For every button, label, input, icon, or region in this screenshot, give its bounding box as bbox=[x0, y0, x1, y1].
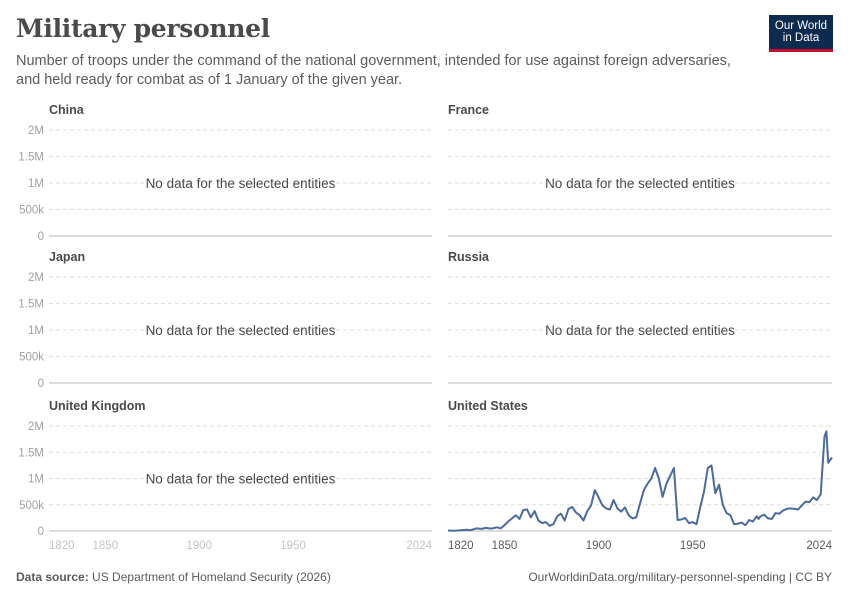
y-tick-label: 0 bbox=[38, 378, 44, 390]
chart-subtitle: Number of troops under the command of th… bbox=[16, 53, 731, 88]
y-tick-label: 1M bbox=[28, 178, 44, 190]
x-tick-label: 1950 bbox=[680, 540, 706, 552]
data-source-text: US Department of Homeland Security (2026… bbox=[92, 570, 331, 584]
no-data-message: No data for the selected entities bbox=[146, 472, 336, 487]
no-data-message: No data for the selected entities bbox=[146, 323, 336, 338]
x-tick-label: 2024 bbox=[406, 540, 432, 552]
y-tick-label: 2M bbox=[28, 272, 44, 284]
owid-logo[interactable]: Our World in Data bbox=[769, 15, 833, 52]
y-tick-label: 2M bbox=[28, 125, 44, 137]
x-tick-label: 1900 bbox=[586, 540, 612, 552]
panel-title-united-kingdom: United Kingdom bbox=[49, 399, 146, 413]
y-tick-label: 1M bbox=[28, 474, 44, 486]
y-tick-label: 2M bbox=[28, 421, 44, 433]
y-tick-label: 500k bbox=[19, 500, 44, 512]
y-tick-label: 1.5M bbox=[18, 299, 44, 311]
panel-title-russia: Russia bbox=[448, 250, 490, 264]
panel-title-china: China bbox=[49, 103, 85, 117]
chart-title: Military personnel bbox=[16, 14, 270, 43]
panel-title-france: France bbox=[448, 103, 489, 117]
no-data-message: No data for the selected entities bbox=[146, 176, 336, 191]
y-tick-label: 500k bbox=[19, 352, 44, 364]
logo-line-2: in Data bbox=[782, 32, 820, 44]
x-tick-label: 2024 bbox=[806, 540, 832, 552]
y-tick-label: 1.5M bbox=[18, 152, 44, 164]
y-tick-label: 1.5M bbox=[18, 447, 44, 459]
y-tick-label: 0 bbox=[38, 526, 44, 538]
x-tick-label: 1950 bbox=[280, 540, 306, 552]
x-tick-label: 1850 bbox=[93, 540, 119, 552]
x-tick-label: 1850 bbox=[492, 540, 518, 552]
y-tick-label: 0 bbox=[38, 231, 44, 243]
panel-title-japan: Japan bbox=[49, 250, 85, 264]
series-line-united-states bbox=[447, 430, 833, 532]
source-url[interactable]: OurWorldinData.org/military-personnel-sp… bbox=[528, 570, 832, 584]
logo-line-1: Our World bbox=[774, 20, 828, 32]
data-source-label: Data source: bbox=[16, 570, 89, 584]
x-tick-label: 1820 bbox=[448, 540, 474, 552]
x-tick-label: 1900 bbox=[186, 540, 212, 552]
data-source: Data source: US Department of Homeland S… bbox=[16, 570, 331, 584]
no-data-message: No data for the selected entities bbox=[545, 323, 735, 338]
panel-title-united-states: United States bbox=[448, 399, 528, 413]
no-data-message: No data for the selected entities bbox=[545, 176, 735, 191]
y-tick-label: 500k bbox=[19, 205, 44, 217]
y-tick-label: 1M bbox=[28, 325, 44, 337]
x-tick-label: 1820 bbox=[49, 540, 75, 552]
